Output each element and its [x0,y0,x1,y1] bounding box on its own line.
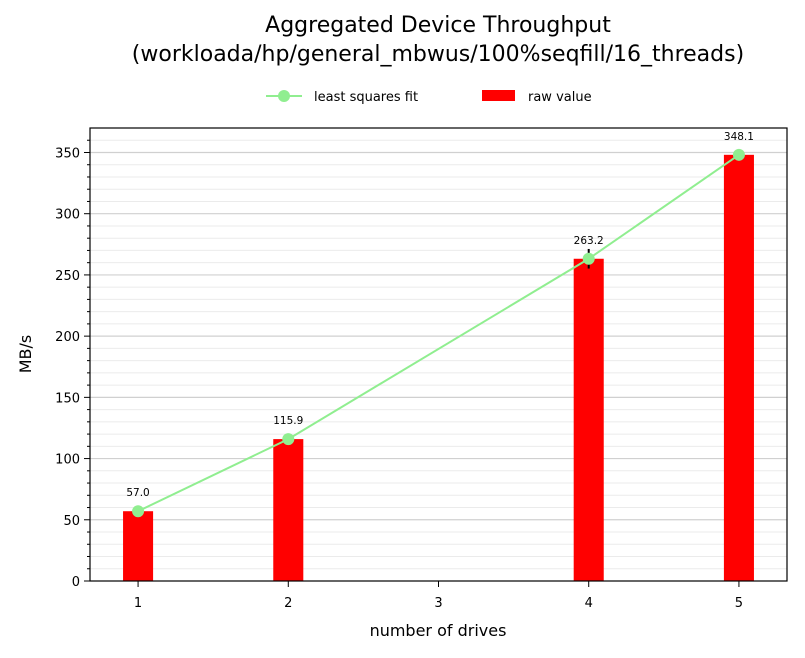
legend-fit-label: least squares fit [314,90,418,105]
legend-fit-marker [278,90,290,102]
fit-point [582,252,595,265]
fit-point [282,433,295,446]
x-tick-label: 1 [134,596,142,611]
x-tick-label: 5 [735,596,743,611]
data-label: 263.2 [574,235,604,247]
y-tick-label: 0 [72,575,80,590]
bar [273,439,304,581]
legend-raw-swatch [482,90,515,101]
y-tick-label: 100 [55,453,80,468]
y-axis-label: MB/s [16,335,35,374]
x-tick-label: 3 [434,596,442,611]
x-axis-label: number of drives [370,621,507,640]
plot-frame [89,127,788,582]
x-tick-label: 2 [284,596,292,611]
y-tick-label: 200 [55,330,80,345]
fit-point [732,148,745,161]
y-tick-label: 350 [55,146,80,161]
chart-title: Aggregated Device Throughput [265,13,611,38]
legend: least squares fit raw value [266,90,592,105]
axes: 0 50 100 150 200 250 300 350 1 2 3 4 5 [55,127,788,611]
bars [123,154,754,582]
bar [723,154,754,582]
grid [90,139,787,570]
fit-point [132,505,145,518]
data-label: 57.0 [126,487,149,499]
x-tick-label: 4 [585,596,593,611]
y-tick-label: 150 [55,391,80,406]
data-label: 348.1 [724,131,754,143]
chart-subtitle: (workloada/hp/general_mbwus/100%seqfill/… [132,42,744,67]
y-tick-label: 300 [55,208,80,223]
bar [573,258,604,581]
bar [123,511,154,581]
data-labels: 57.0 115.9 263.2 348.1 [126,131,754,499]
fit-line-group [132,148,745,518]
y-tick-label: 250 [55,269,80,284]
data-label: 115.9 [273,415,303,427]
y-tick-label: 50 [63,514,80,529]
fit-line [137,153,740,513]
legend-raw-label: raw value [528,90,592,105]
